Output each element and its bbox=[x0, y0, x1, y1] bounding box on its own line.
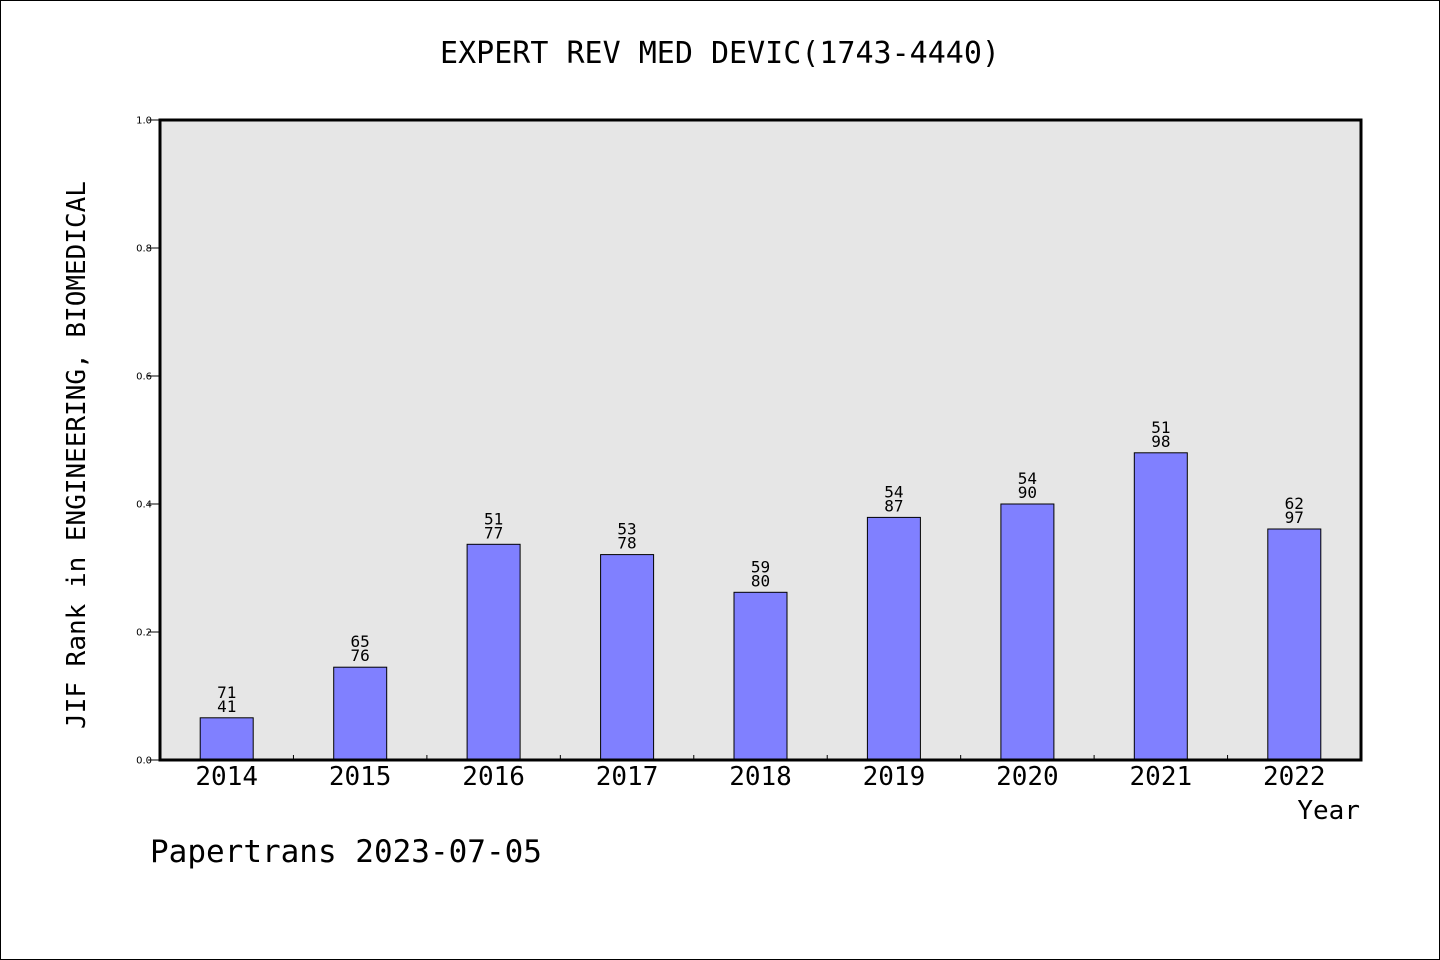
bar-label-bottom-2015: 76 bbox=[351, 646, 370, 665]
x-tick-label-2022: 2022 bbox=[1263, 762, 1326, 792]
bar-2015 bbox=[333, 666, 388, 761]
x-tick-label-2014: 2014 bbox=[195, 762, 258, 792]
x-tick-label-2020: 2020 bbox=[996, 762, 1059, 792]
bar-label-top-2020: 54 bbox=[1018, 469, 1037, 488]
y-tick-label: 0.2 bbox=[136, 628, 152, 639]
bar-label-bottom-2017: 78 bbox=[617, 534, 636, 553]
bar-2022 bbox=[1267, 528, 1322, 761]
bar-label-top-2021: 51 bbox=[1151, 418, 1170, 437]
x-tick-label-2017: 2017 bbox=[596, 762, 659, 792]
bar-label-top-2014: 71 bbox=[217, 683, 236, 702]
x-tick-label-2015: 2015 bbox=[329, 762, 392, 792]
bar-2014 bbox=[199, 717, 254, 761]
y-tick-label: 0.8 bbox=[136, 244, 152, 255]
bar-2018 bbox=[733, 591, 788, 761]
bar-label-top-2022: 62 bbox=[1285, 494, 1304, 513]
x-axis-label: Year bbox=[1297, 796, 1360, 826]
bar-label-bottom-2014: 41 bbox=[217, 697, 236, 716]
bar-label-bottom-2022: 97 bbox=[1285, 508, 1304, 527]
bar-label-top-2019: 54 bbox=[884, 482, 903, 501]
y-tick-label: 0.6 bbox=[136, 372, 152, 383]
bar-label-bottom-2019: 87 bbox=[884, 496, 903, 515]
x-tick-label-2019: 2019 bbox=[863, 762, 926, 792]
bar-label-bottom-2016: 77 bbox=[484, 523, 503, 542]
bar-label-top-2015: 65 bbox=[351, 632, 370, 651]
bar-2021 bbox=[1133, 452, 1188, 761]
bar-label-top-2018: 59 bbox=[751, 557, 770, 576]
bar-2016 bbox=[466, 543, 521, 761]
bar-label-top-2017: 53 bbox=[617, 520, 636, 539]
bar-label-bottom-2020: 90 bbox=[1018, 483, 1037, 502]
y-tick-label: 1.0 bbox=[136, 116, 152, 127]
bar-label-top-2016: 51 bbox=[484, 509, 503, 528]
bar-label-bottom-2021: 98 bbox=[1151, 432, 1170, 451]
y-tick-label: 0.4 bbox=[136, 500, 152, 511]
footer-watermark: Papertrans 2023-07-05 bbox=[150, 834, 542, 870]
y-tick-label: 0.0 bbox=[136, 756, 152, 767]
x-tick-label-2016: 2016 bbox=[462, 762, 525, 792]
axis-ticks: 2014 2015 2016 2017 2018 2019 2020 2021 2022 0.0 0… bbox=[136, 116, 1325, 793]
x-tick-label-2021: 2021 bbox=[1130, 762, 1193, 792]
bar-2019 bbox=[866, 516, 921, 761]
chart-title: EXPERT REV MED DEVIC(1743-4440) bbox=[440, 36, 1000, 71]
bar-2017 bbox=[600, 554, 655, 761]
x-tick-label-2018: 2018 bbox=[729, 762, 792, 792]
bar-label-bottom-2018: 80 bbox=[751, 571, 770, 590]
plot-border bbox=[158, 118, 1363, 762]
bar-2020 bbox=[1000, 503, 1055, 761]
